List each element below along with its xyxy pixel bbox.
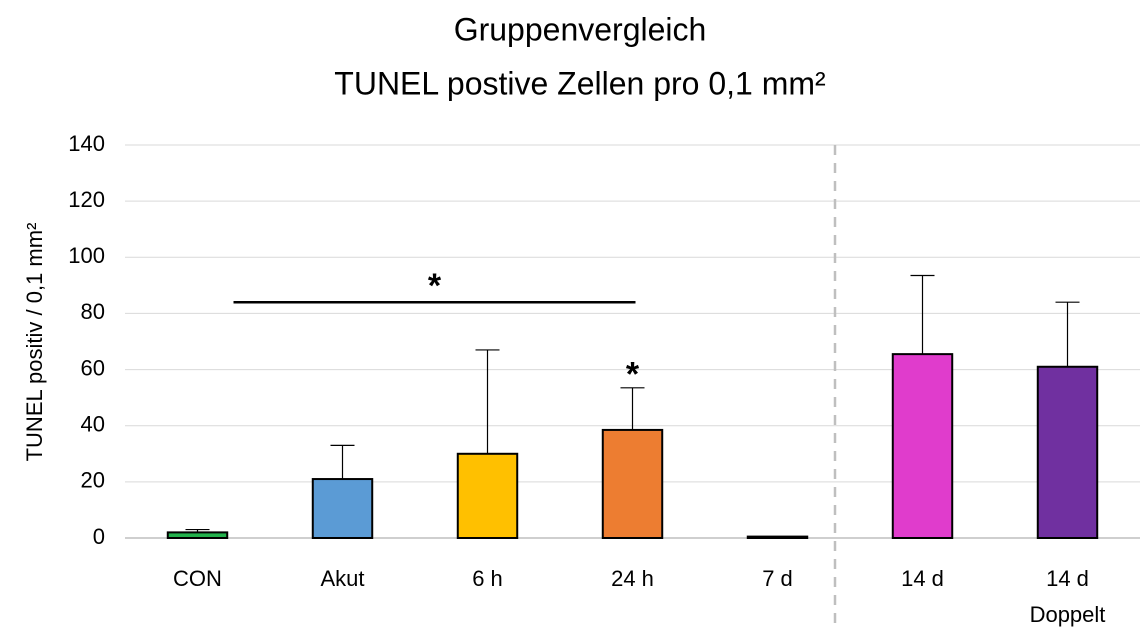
x-tick-label: Akut: [320, 566, 364, 591]
bar: [166, 531, 229, 540]
x-tick-label: 7 d: [762, 566, 793, 591]
significance-star: *: [626, 356, 640, 394]
bar: [311, 478, 374, 539]
y-tick-label: 140: [68, 131, 105, 156]
chart-subtitle: TUNEL postive Zellen pro 0,1 mm²: [334, 65, 826, 101]
bar: [1036, 365, 1099, 539]
y-tick-label: 0: [93, 524, 105, 549]
bar: [456, 452, 519, 539]
x-tick-label: 24 h: [611, 566, 654, 591]
y-tick-label: 80: [81, 299, 105, 324]
y-tick-label: 100: [68, 243, 105, 268]
bar: [601, 428, 664, 539]
x-tick-label: 14 d: [901, 566, 944, 591]
y-axis-label: TUNEL positiv / 0,1 mm²: [22, 223, 47, 462]
x-tick-label: 6 h: [472, 566, 503, 591]
x-tick-label: CON: [173, 566, 222, 591]
y-tick-label: 60: [81, 355, 105, 380]
chart-title: Gruppenvergleich: [454, 11, 707, 47]
x-tick-label: Doppelt: [1030, 602, 1106, 627]
bar: [746, 535, 809, 540]
bar: [891, 353, 954, 539]
significance-star: *: [428, 267, 442, 305]
y-tick-label: 40: [81, 412, 105, 437]
y-tick-label: 120: [68, 187, 105, 212]
y-tick-label: 20: [81, 468, 105, 493]
x-tick-label: 14 d: [1046, 566, 1089, 591]
